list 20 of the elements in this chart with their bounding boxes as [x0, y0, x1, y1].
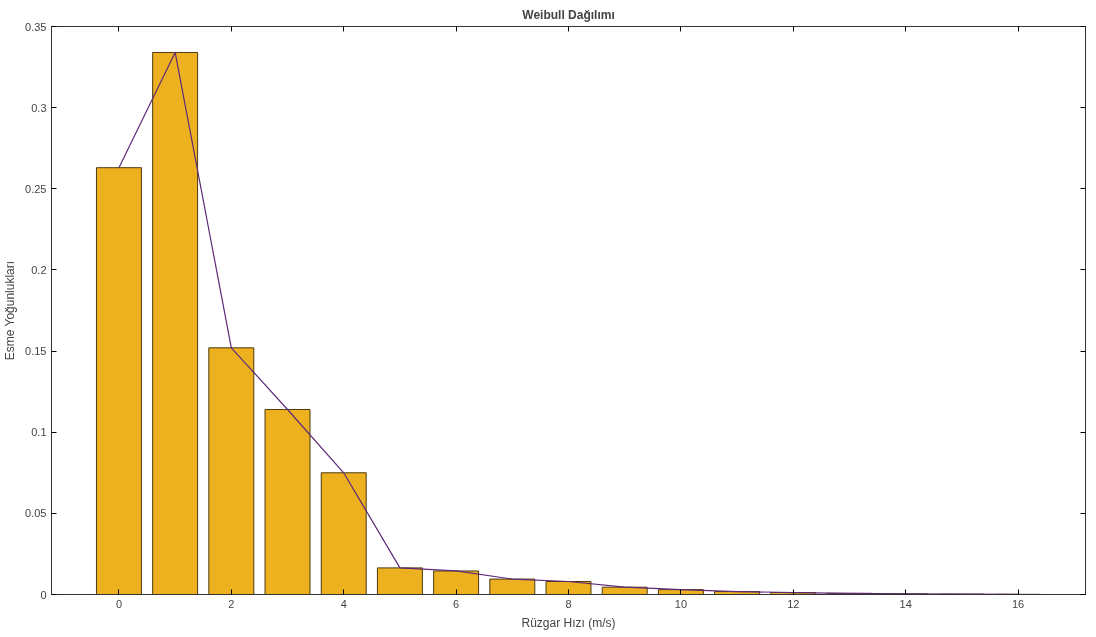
x-axis-title: Rüzgar Hızı (m/s) [521, 615, 616, 630]
y-tick-label: 0 [40, 588, 47, 601]
y-tick-label: 0.05 [25, 507, 47, 520]
y-tick-label: 0.35 [25, 20, 47, 33]
x-tick-label: 12 [787, 597, 800, 610]
x-tick-label: 10 [674, 597, 688, 610]
y-tick-label: 0.25 [25, 182, 47, 195]
x-tick-label: 14 [899, 597, 912, 610]
y-axis-title: Esme Yoğunlukları [3, 260, 18, 361]
chart-title: Weibull Dağılımı [522, 7, 615, 22]
x-tick-label: 0 [115, 597, 122, 610]
y-tick-label: 0.3 [31, 101, 47, 114]
x-tick-label: 8 [565, 597, 572, 610]
x-tick-label: 4 [340, 597, 347, 610]
x-tick-label: 16 [1011, 597, 1025, 610]
y-tick-label: 0.15 [25, 345, 47, 358]
y-tick-label: 0.2 [31, 263, 47, 276]
y-tick-label: 0.1 [31, 426, 47, 439]
x-tick-label: 2 [228, 597, 235, 610]
x-tick-label: 6 [453, 597, 460, 610]
